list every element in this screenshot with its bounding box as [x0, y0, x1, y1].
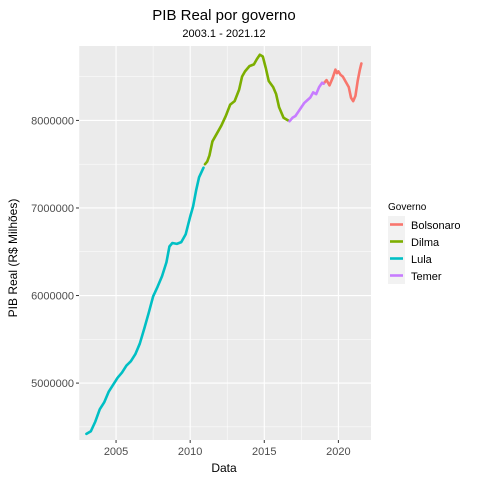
legend-label-temer: Temer — [411, 271, 442, 283]
y-tick-label: 6000000 — [31, 291, 74, 303]
x-axis-label: Data — [211, 461, 237, 475]
legend-title: Governo — [388, 202, 427, 213]
series-line-lula — [85, 166, 205, 436]
legend-label-dilma: Dilma — [411, 237, 440, 249]
plot-panel — [79, 46, 371, 440]
x-tick-label: 2010 — [178, 446, 202, 458]
series-line-dilma — [203, 53, 290, 166]
x-tick-label: 2020 — [326, 446, 350, 458]
x-tick-label: 2005 — [104, 446, 128, 458]
series-lines — [85, 53, 363, 436]
legend-label-lula: Lula — [411, 254, 433, 266]
y-axis-label: PIB Real (R$ Milhões) — [6, 199, 20, 318]
y-tick-label: 7000000 — [31, 203, 74, 215]
chart-title: PIB Real por governo — [152, 7, 295, 24]
series-line-bolsonaro — [322, 62, 363, 103]
x-axis-ticks: 2005 2010 2015 2020 — [104, 440, 351, 458]
y-axis-ticks: 5000000 6000000 7000000 8000000 — [31, 115, 79, 390]
series-line-temer — [288, 81, 325, 123]
y-tick-label: 5000000 — [31, 378, 74, 390]
x-tick-label: 2015 — [252, 446, 276, 458]
legend: Governo Bolsonaro Dilma Lula Temer — [388, 202, 461, 284]
y-tick-label: 8000000 — [31, 115, 74, 127]
chart-subtitle: 2003.1 - 2021.12 — [182, 28, 265, 40]
legend-label-bolsonaro: Bolsonaro — [411, 220, 461, 232]
